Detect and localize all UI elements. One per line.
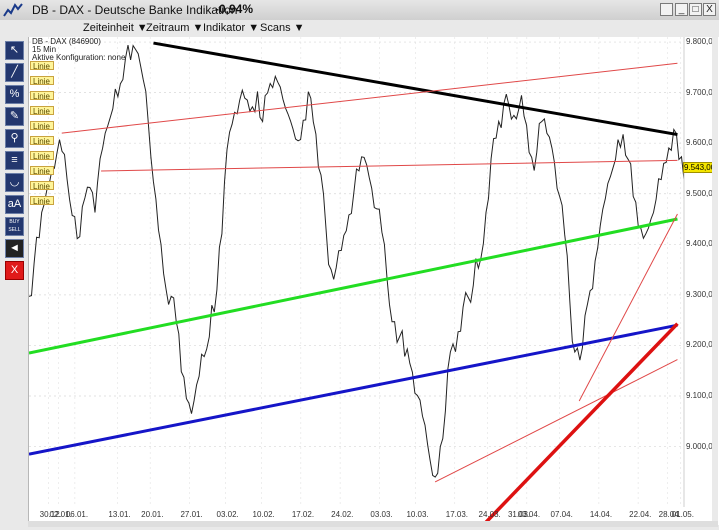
title-bar: DB - DAX - Deutsche Banke Indikation -0,… (0, 0, 719, 21)
x-tick-label: 31.03. (507, 510, 531, 519)
text-icon[interactable]: aA (5, 195, 24, 214)
drawing-toolbar: ↖ ╱% ✎ ⚲ ≡ ◡ aA BUY SELL ◄ X (0, 37, 28, 527)
menu-scans[interactable]: Scans ▼ (260, 22, 305, 34)
x-tick-label: 17.02. (291, 510, 315, 519)
folder-icon[interactable] (660, 3, 673, 16)
cursor-icon[interactable]: ↖ (5, 41, 24, 60)
x-tick-label: 03.02. (216, 510, 239, 519)
price-chart[interactable] (28, 37, 719, 529)
trendline-horizontal-red (101, 159, 678, 172)
trendline-red-thin-bottom (434, 359, 678, 483)
menu-bar: Zeiteinheit ▼ Zeitraum ▼ Indikator ▼ Sca… (0, 20, 719, 38)
line-tag[interactable]: Linie (30, 121, 54, 131)
y-tick-label: 9.700,00 (686, 87, 718, 97)
x-tick-label: 28.04. (658, 510, 681, 519)
line-tag[interactable]: Linie (30, 166, 54, 176)
chart-symbol: DB - DAX (846900) (32, 37, 101, 46)
trendline-channel-top-red (61, 62, 678, 134)
y-tick-label: 9.800,00 (686, 37, 718, 47)
line-tag[interactable]: Linie (30, 91, 54, 101)
speaker-icon[interactable]: ◄ (5, 239, 24, 258)
x-tick-label: 30.12. (39, 510, 62, 519)
menu-zeitraum[interactable]: Zeitraum ▼ (146, 22, 204, 34)
y-tick-label: 9.600,00 (686, 138, 718, 148)
x-tick-label: 03.03. (370, 510, 393, 519)
x-tick-label: 27.01. (180, 510, 203, 519)
line-tag[interactable]: Linie (30, 196, 54, 206)
percent-change: -0,94% (215, 2, 254, 16)
x-tick-label: 24.03. (478, 510, 501, 519)
pencil-icon[interactable]: ✎ (5, 107, 24, 126)
x-tick-label: 14.04. (589, 510, 613, 519)
x-tick-label: 20.01. (141, 510, 164, 519)
trendline-resistance (153, 41, 678, 137)
x-tick-label: 03.04. (517, 510, 541, 519)
x-tick-label: 13.01. (108, 510, 131, 519)
x-tick-label: 22.04. (629, 510, 652, 519)
close-button[interactable]: X (703, 3, 716, 16)
line-tag[interactable]: Linie (30, 181, 54, 191)
menu-zeiteinheit[interactable]: Zeiteinheit ▼ (83, 22, 148, 34)
x-tick-label: 24.02. (331, 510, 354, 519)
x-tick-label: 10.03. (406, 510, 429, 519)
price-series-line (28, 44, 685, 478)
delete-icon[interactable]: X (5, 261, 24, 280)
minimize-button[interactable]: _ (675, 3, 688, 16)
y-tick-label: 9.000,00 (686, 441, 718, 451)
chart-info: DB - DAX (846900) 15 Min Aktive Konfigur… (32, 38, 125, 62)
y-tick-label: 9.100,00 (686, 390, 718, 400)
y-tick-label: 9.400,00 (686, 239, 718, 249)
line-tag[interactable]: Linie (30, 106, 54, 116)
vertical-scrollbar[interactable] (712, 37, 718, 521)
line-tag[interactable]: Linie (30, 61, 54, 71)
line-tag[interactable]: Linie (30, 151, 54, 161)
percent-icon[interactable]: % (5, 85, 24, 104)
x-tick-label: 01.05. (671, 510, 694, 519)
chart-area[interactable] (28, 37, 719, 529)
window-title: DB - DAX - Deutsche Banke Indikation (32, 3, 238, 17)
y-tick-label: 9.200,00 (686, 340, 718, 350)
fibonacci-icon[interactable]: ≡ (5, 151, 24, 170)
x-tick-label: 07.04. (550, 510, 573, 519)
y-tick-label: 9.500,00 (686, 188, 718, 198)
app-logo-icon (3, 3, 23, 17)
x-tick-label: 06.01. (65, 510, 89, 519)
line-tag[interactable]: Linie (30, 136, 54, 146)
chart-config: Aktive Konfiguration: none (32, 53, 126, 62)
trendline-red-thick (479, 322, 679, 529)
maximize-button[interactable]: □ (689, 3, 702, 16)
chart-interval: 15 Min (32, 45, 57, 54)
buy-sell-icon[interactable]: BUY SELL (5, 217, 24, 236)
arc-icon[interactable]: ◡ (5, 173, 24, 192)
trendline-red-thin-steep (578, 213, 678, 402)
horizontal-scrollbar[interactable] (28, 521, 718, 527)
x-tick-label: 02.01. (49, 510, 72, 519)
x-tick-label: 17.03. (445, 510, 468, 519)
x-tick-label: 10.02. (252, 510, 275, 519)
y-tick-label: 9.300,00 (686, 289, 718, 299)
trendline-icon[interactable]: ╱ (5, 63, 24, 82)
trendline-blue-support (28, 323, 678, 456)
menu-indikator[interactable]: Indikator ▼ (203, 22, 260, 34)
trendline-green-channel (28, 217, 678, 355)
line-tag[interactable]: Linie (30, 76, 54, 86)
magnifier-icon[interactable]: ⚲ (5, 129, 24, 148)
